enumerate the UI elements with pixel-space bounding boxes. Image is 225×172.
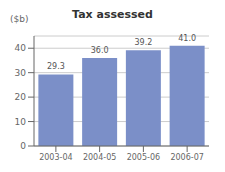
svg-text:2005-06: 2005-06 bbox=[127, 153, 160, 162]
svg-text:40: 40 bbox=[15, 43, 27, 53]
svg-text:2003-04: 2003-04 bbox=[39, 153, 72, 162]
svg-text:30: 30 bbox=[15, 68, 27, 78]
svg-text:2004-05: 2004-05 bbox=[83, 153, 116, 162]
svg-text:41.0: 41.0 bbox=[178, 34, 196, 43]
svg-text:39.2: 39.2 bbox=[134, 38, 152, 47]
svg-text:29.3: 29.3 bbox=[47, 62, 65, 71]
html-text:($b): ($b) bbox=[10, 14, 29, 24]
svg-text:36.0: 36.0 bbox=[91, 46, 109, 55]
svg-text:10: 10 bbox=[15, 117, 27, 127]
svg-text:2006-07: 2006-07 bbox=[170, 153, 203, 162]
svg-text:20: 20 bbox=[15, 92, 27, 102]
html-text:Tax assessed: Tax assessed bbox=[72, 8, 153, 21]
svg-text:0: 0 bbox=[20, 141, 26, 151]
